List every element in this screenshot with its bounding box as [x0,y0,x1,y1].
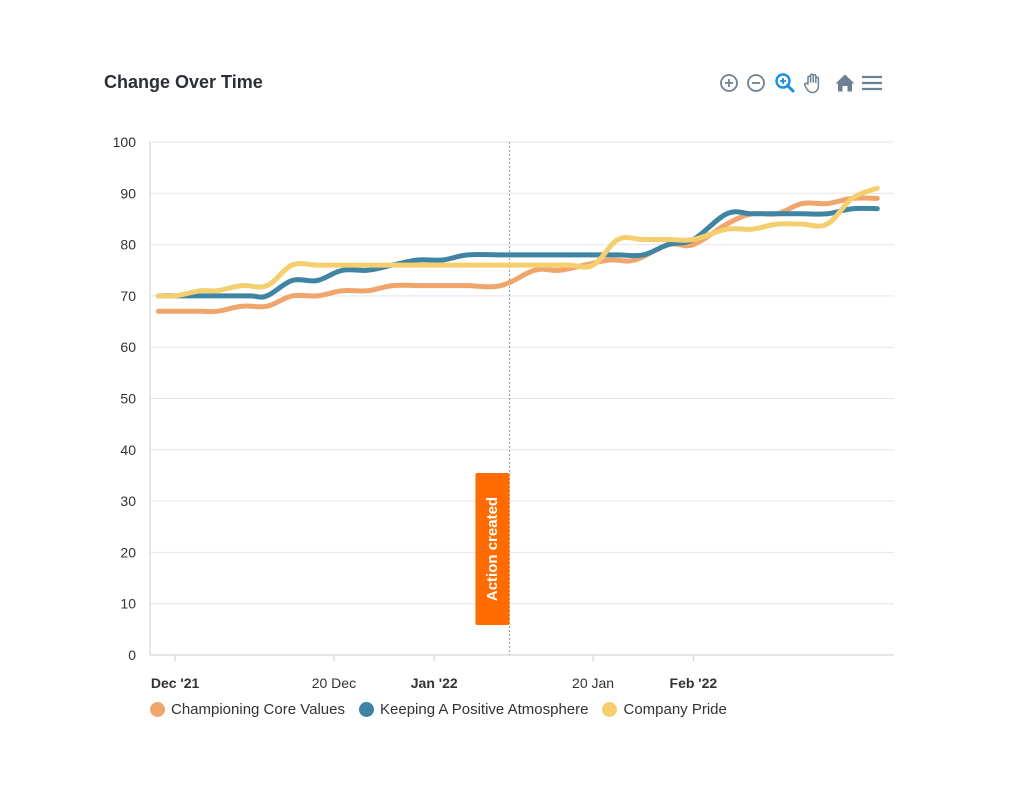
y-tick-label: 100 [113,134,137,150]
grid [150,141,894,605]
reset-zoom-button[interactable] [832,70,858,96]
series-lines [155,185,880,315]
x-tick-label: 20 Dec [312,675,356,691]
x-tick-label: 20 Jan [572,675,614,691]
y-tick-label: 10 [120,596,136,612]
y-tick-label: 50 [120,391,136,407]
y-tick-label: 80 [120,237,136,253]
action-created-badge [475,473,510,625]
y-tick-label: 70 [120,288,136,304]
legend-label: Keeping A Positive Atmosphere [380,700,589,718]
selection-zoom-button[interactable] [772,70,798,96]
y-tick-label: 40 [120,442,136,458]
y-tick-label: 30 [120,493,136,509]
y-tick-label: 20 [120,544,136,560]
zoom-in-button[interactable] [716,70,742,96]
zoom-out-button[interactable] [743,70,769,96]
legend-marker [602,701,618,717]
series-line-2 [155,185,880,299]
annotation-label: Action created [475,473,510,625]
selection-zoom-icon [775,73,795,93]
y-tick-label: 90 [120,185,136,201]
legend-label: Championing Core Values [171,700,345,718]
x-tick-label: Dec '21 [151,675,200,691]
legend-item-1[interactable]: Keeping A Positive Atmosphere [359,701,588,718]
pan-button[interactable] [800,70,826,96]
axes: 0 10 20 30 40 50 60 70 80 90 100 Dec '21 20 Dec Jan '… [113,134,894,691]
menu-icon [862,75,882,91]
action-created-label: Action created [484,497,501,601]
chart-menu-button[interactable] [859,70,885,96]
legend-marker [150,701,165,717]
pan-hand-icon [804,73,820,94]
zoom-in-icon [720,74,738,92]
x-tick-label: Jan '22 [411,675,458,691]
series-line-1 [155,205,880,300]
y-tick-label: 0 [128,647,136,663]
legend-label: Company Pride [623,700,727,718]
chart-legend: Championing Core Values Keeping A Positiv… [150,699,741,719]
zoom-out-icon [747,74,765,92]
reset-home-icon [835,74,855,92]
legend-item-2[interactable]: Company Pride [602,700,727,718]
legend-marker [359,701,374,717]
x-tick-label: Feb '22 [670,675,718,691]
legend-item-0[interactable]: Championing Core Values [150,701,345,718]
chart-title: Change Over Time [104,72,263,92]
y-tick-label: 60 [120,339,136,355]
